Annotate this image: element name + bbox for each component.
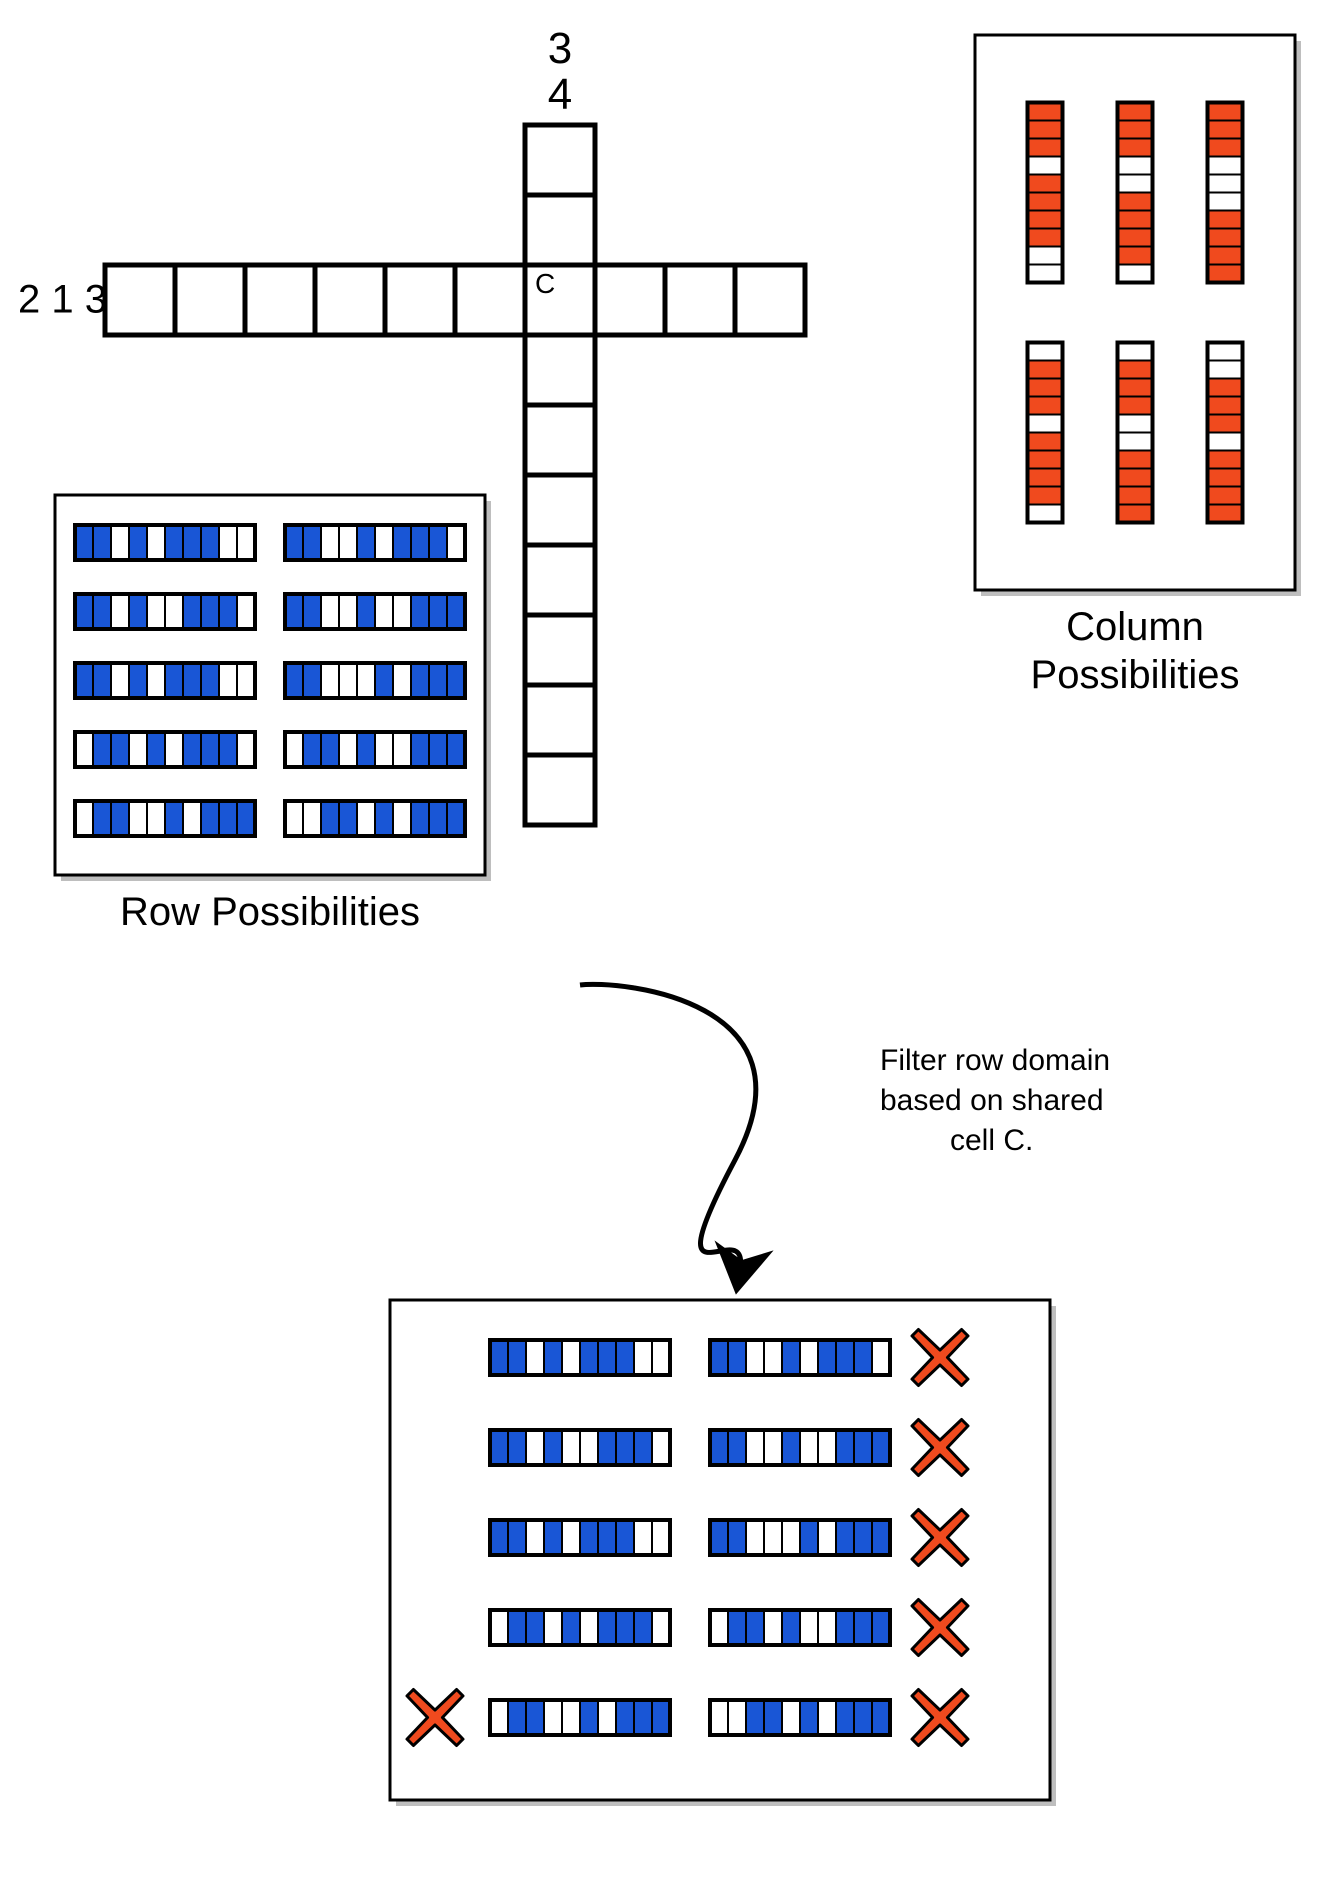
col-clue-bottom-label: 4 — [548, 70, 572, 119]
nonogram-column — [525, 125, 595, 825]
col-clue-top-label: 3 — [548, 24, 572, 73]
filtered-row-panel — [390, 1300, 1056, 1806]
column-possibilities-title-1: Column — [1066, 605, 1204, 649]
row-possibilities-title: Row Possibilities — [120, 890, 420, 934]
arrow-annot-2: based on shared — [880, 1084, 1104, 1117]
row-possibilities-panel: Row Possibilities — [55, 495, 491, 934]
arrow-annot-1: Filter row domain — [880, 1044, 1110, 1077]
nonogram-row — [105, 265, 805, 335]
diagram-root: 2 1 3 34 C Row Possibilities ColumnPossibili… — [0, 0, 1343, 1893]
column-possibilities-panel: ColumnPossibilities — [975, 35, 1301, 697]
filter-arrow: Filter row domain based on shared cell C. — [580, 984, 1110, 1270]
arrow-annot-3: cell C. — [950, 1124, 1033, 1157]
column-possibilities-title-2: Possibilities — [1031, 653, 1240, 697]
row-clue-label: 2 1 3 — [18, 278, 107, 322]
intersection-cell-letter: C — [535, 268, 555, 299]
